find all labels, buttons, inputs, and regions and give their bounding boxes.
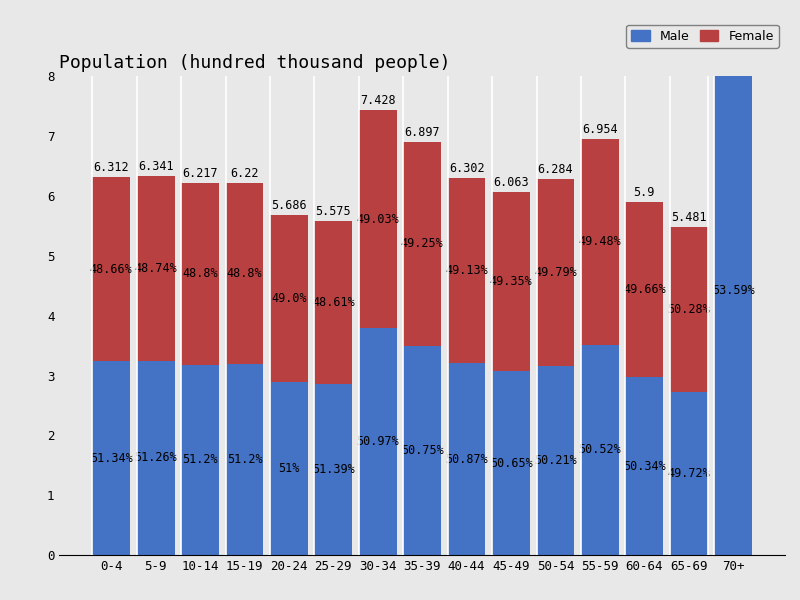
Text: 6.063: 6.063 (494, 176, 529, 189)
Text: 6.22: 6.22 (230, 167, 258, 180)
Text: 48.61%: 48.61% (312, 296, 354, 309)
Bar (626, 202, 663, 377)
Text: 49.66%: 49.66% (623, 283, 666, 296)
Bar (181, 365, 219, 555)
Text: 49.25%: 49.25% (401, 238, 443, 250)
Text: 49.35%: 49.35% (490, 275, 533, 288)
Text: 50.65%: 50.65% (490, 457, 533, 470)
Bar (492, 371, 530, 555)
Bar (92, 361, 130, 555)
Text: 51.2%: 51.2% (226, 454, 262, 466)
Text: 49.0%: 49.0% (271, 292, 306, 305)
Bar (137, 361, 174, 555)
Bar (137, 176, 174, 361)
Bar (92, 177, 130, 361)
Text: 49.13%: 49.13% (446, 264, 488, 277)
Text: 6.284: 6.284 (538, 163, 574, 176)
Bar (581, 345, 618, 555)
Text: 6.217: 6.217 (182, 167, 218, 180)
Bar (359, 328, 397, 555)
Text: 50.21%: 50.21% (534, 454, 577, 467)
Bar (359, 110, 397, 328)
Bar (448, 363, 486, 555)
Text: 50.97%: 50.97% (356, 436, 399, 448)
Text: 48.8%: 48.8% (182, 267, 218, 280)
Text: 6.312: 6.312 (94, 161, 129, 174)
Bar (270, 382, 308, 555)
Bar (226, 364, 263, 555)
Text: 5.575: 5.575 (315, 205, 351, 218)
Bar (492, 192, 530, 371)
Text: 49.03%: 49.03% (356, 213, 399, 226)
Text: 48.8%: 48.8% (226, 267, 262, 280)
Bar (403, 346, 441, 555)
Text: 48.74%: 48.74% (134, 262, 177, 275)
Text: 49.79%: 49.79% (534, 266, 577, 279)
Text: 48.66%: 48.66% (90, 263, 133, 275)
Text: 51.39%: 51.39% (312, 463, 354, 476)
Text: 50.34%: 50.34% (623, 460, 666, 473)
Text: 7.428: 7.428 (360, 94, 395, 107)
Text: 50.87%: 50.87% (446, 452, 488, 466)
Text: 51.34%: 51.34% (90, 452, 133, 464)
Bar (314, 383, 352, 555)
Bar (270, 215, 308, 382)
Text: 51.26%: 51.26% (134, 451, 177, 464)
Text: 5.481: 5.481 (671, 211, 706, 224)
Text: 53.59%: 53.59% (712, 284, 754, 297)
Legend: Male, Female: Male, Female (626, 25, 778, 48)
Bar (670, 392, 707, 555)
Text: Population (hundred thousand people): Population (hundred thousand people) (59, 54, 451, 72)
Text: 5.686: 5.686 (271, 199, 306, 212)
Text: 6.954: 6.954 (582, 123, 618, 136)
Text: 6.302: 6.302 (449, 162, 485, 175)
Text: 51.2%: 51.2% (182, 454, 218, 466)
Text: 50.52%: 50.52% (578, 443, 622, 457)
Bar (626, 377, 663, 555)
Bar (714, 26, 752, 555)
Text: 49.48%: 49.48% (578, 235, 622, 248)
Bar (537, 366, 574, 555)
Bar (581, 139, 618, 345)
Bar (448, 178, 486, 363)
Bar (226, 183, 263, 364)
Text: 6.897: 6.897 (404, 126, 440, 139)
Bar (181, 183, 219, 365)
Bar (670, 227, 707, 392)
Bar (314, 221, 352, 383)
Text: 6.341: 6.341 (138, 160, 174, 173)
Text: 50.75%: 50.75% (401, 444, 443, 457)
Bar (403, 142, 441, 346)
Text: 5.9: 5.9 (634, 186, 655, 199)
Text: 51%: 51% (278, 462, 300, 475)
Text: 50.28%: 50.28% (667, 303, 710, 316)
Bar (537, 179, 574, 366)
Text: 49.72%: 49.72% (667, 467, 710, 480)
Bar (714, 0, 752, 26)
